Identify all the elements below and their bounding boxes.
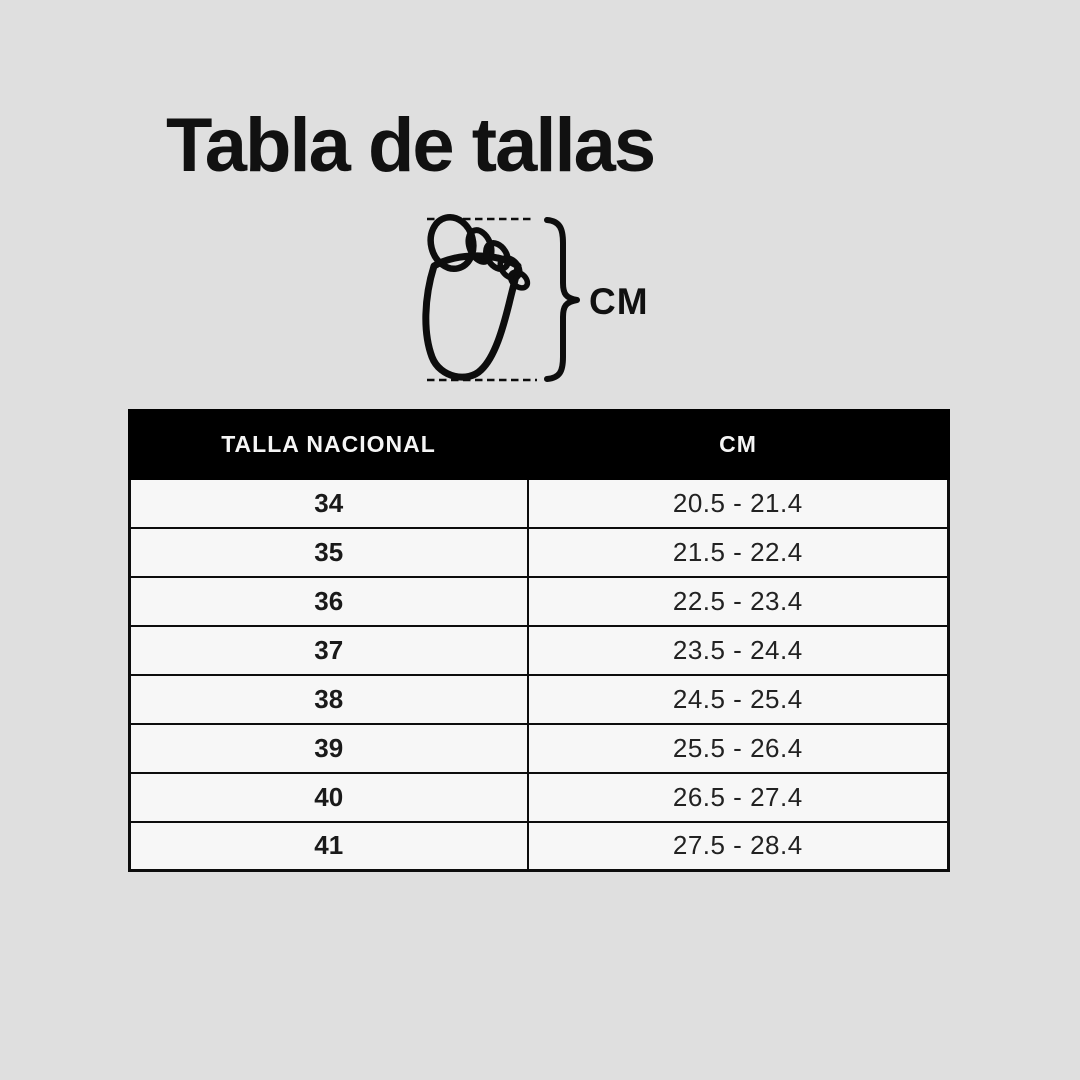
- size-table: TALLA NACIONAL CM 34 20.5 - 21.4 35 21.5…: [127, 409, 950, 872]
- table-row: 38 24.5 - 25.4: [128, 673, 950, 725]
- foot-measure-illustration: CM: [422, 214, 649, 382]
- size-cell: 39: [128, 722, 529, 774]
- size-cell: 37: [128, 624, 529, 676]
- table-row: 37 23.5 - 24.4: [128, 624, 950, 676]
- size-table-body: 34 20.5 - 21.4 35 21.5 - 22.4 36 22.5 - …: [128, 477, 950, 872]
- size-cell: 36: [128, 575, 529, 627]
- size-cell: 38: [128, 673, 529, 725]
- cm-cell: 25.5 - 26.4: [526, 722, 950, 774]
- cm-unit-label: CM: [589, 281, 649, 322]
- cm-cell: 21.5 - 22.4: [526, 526, 950, 578]
- table-row: 41 27.5 - 28.4: [128, 820, 950, 872]
- cm-cell: 26.5 - 27.4: [526, 771, 950, 823]
- cm-cell: 23.5 - 24.4: [526, 624, 950, 676]
- table-row: 34 20.5 - 21.4: [128, 477, 950, 529]
- size-cell: 40: [128, 771, 529, 823]
- cm-cell: 27.5 - 28.4: [526, 820, 950, 872]
- footprint-icon: [422, 214, 531, 381]
- page-title: Tabla de tallas: [166, 103, 656, 188]
- table-row: 36 22.5 - 23.4: [128, 575, 950, 627]
- cm-cell: 20.5 - 21.4: [526, 477, 950, 529]
- size-cell: 41: [128, 820, 529, 872]
- table-row: 35 21.5 - 22.4: [128, 526, 950, 578]
- header-row: TALLA NACIONAL CM: [127, 409, 950, 480]
- measure-brace-icon: [544, 217, 580, 382]
- table-row: 39 25.5 - 26.4: [128, 722, 950, 774]
- header-cm: CM: [526, 409, 950, 480]
- cm-cell: 22.5 - 23.4: [526, 575, 950, 627]
- header-talla-nacional: TALLA NACIONAL: [127, 409, 530, 480]
- foot-measure-diagram: CM: [421, 208, 661, 392]
- cm-cell: 24.5 - 25.4: [526, 673, 950, 725]
- size-table-header: TALLA NACIONAL CM: [127, 409, 950, 480]
- table-row: 40 26.5 - 27.4: [128, 771, 950, 823]
- size-cell: 34: [128, 477, 529, 529]
- size-cell: 35: [128, 526, 529, 578]
